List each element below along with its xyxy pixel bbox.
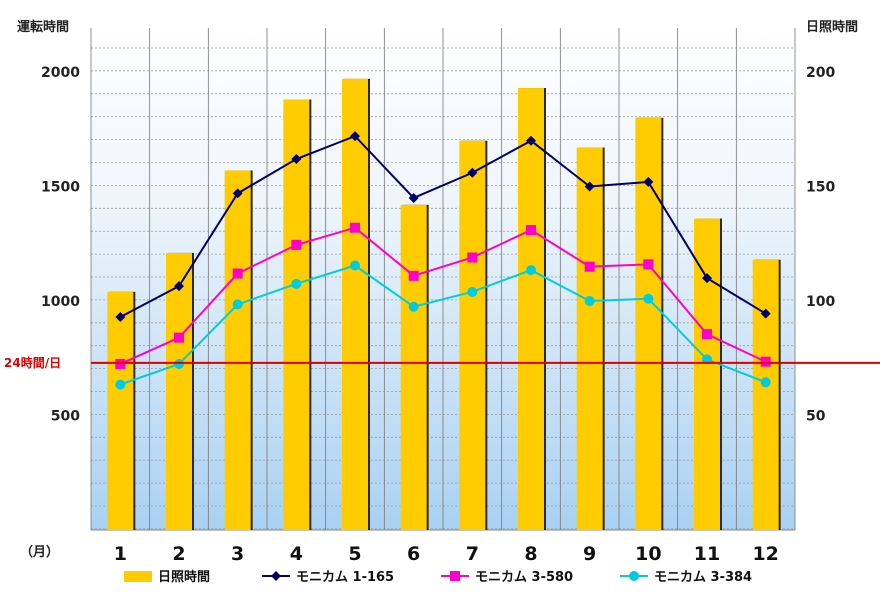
legend-label: モニカム 3-384 xyxy=(654,570,752,585)
marker-square-9 xyxy=(584,261,595,272)
legend-label: 日照時間 xyxy=(158,569,210,585)
y-right-tick: 100 xyxy=(806,294,835,310)
legend-swatch-bar xyxy=(124,571,152,582)
x-tick: 1 xyxy=(114,543,127,565)
bar-sunshine-2 xyxy=(166,252,192,530)
marker-circle-10 xyxy=(643,293,654,304)
bar-series-sunshine xyxy=(107,78,781,531)
marker-square-1 xyxy=(115,358,126,369)
marker-diamond-1 xyxy=(115,312,126,323)
marker-circle-1 xyxy=(115,379,126,390)
marker-square-2 xyxy=(174,332,184,343)
y-right-tick: 150 xyxy=(806,180,835,196)
legend: 日照時間 モニカム 1-165 モニカム 3-580 モニカム 3-384 xyxy=(124,569,752,585)
bar-sunshine-8 xyxy=(518,88,544,530)
y-right-axis-title: 日照時間 xyxy=(806,19,858,35)
marker-diamond-9 xyxy=(584,181,595,192)
marker-square-4 xyxy=(291,239,302,250)
x-tick: 8 xyxy=(524,543,537,565)
legend-marker xyxy=(271,571,281,581)
marker-square-10 xyxy=(643,259,654,270)
marker-diamond-2 xyxy=(174,281,184,292)
x-tick: 6 xyxy=(407,543,420,565)
marker-diamond-10 xyxy=(643,176,654,187)
reference-line-label: 24時間/日 xyxy=(4,355,61,370)
x-tick-labels: 1 2 3 4 5 6 7 8 9 10 11 12 xyxy=(114,543,779,565)
marker-square-6 xyxy=(408,270,419,281)
y-right-tick: 200 xyxy=(806,65,835,81)
marker-square-3 xyxy=(232,268,243,279)
bar-sunshine-3 xyxy=(224,170,251,530)
marker-circle-4 xyxy=(291,278,302,289)
y-left-tick: 1500 xyxy=(41,180,80,196)
line-circle-series xyxy=(120,264,767,386)
marker-diamond-3 xyxy=(232,188,243,199)
marker-square-7 xyxy=(467,252,478,263)
marker-circle-12 xyxy=(760,377,771,388)
marker-circle-2 xyxy=(174,358,184,369)
legend-marker xyxy=(450,571,460,581)
x-tick: 2 xyxy=(172,543,185,565)
x-tick: 11 xyxy=(694,543,720,565)
line-diamond-series xyxy=(119,134,767,318)
bar-sunshine-5 xyxy=(342,78,368,531)
bar-sunshine-11 xyxy=(694,218,720,530)
x-tick: 7 xyxy=(466,543,479,565)
marker-square-12 xyxy=(760,356,771,367)
marker-circle-8 xyxy=(526,265,536,276)
bar-sunshine-6 xyxy=(400,204,427,530)
marker-circle-5 xyxy=(350,260,360,271)
marker-diamond-7 xyxy=(467,167,478,178)
y-right-tick-labels: 50 100 150 200 xyxy=(806,65,835,425)
y-left-tick: 1000 xyxy=(41,294,80,310)
marker-diamond-5 xyxy=(350,131,360,142)
legend-label: モニカム 1-165 xyxy=(296,570,394,585)
bar-sunshine-9 xyxy=(576,147,603,530)
marker-circle-9 xyxy=(584,296,595,306)
x-tick: 10 xyxy=(635,543,661,565)
marker-circle-3 xyxy=(232,299,243,310)
bar-sunshine-7 xyxy=(459,140,486,530)
marker-diamond-4 xyxy=(291,154,302,165)
marker-circle-6 xyxy=(408,301,419,312)
x-tick: 12 xyxy=(752,543,778,565)
x-tick: 5 xyxy=(348,543,361,565)
y-left-axis-title: 運転時間 xyxy=(17,19,69,35)
y-left-tick: 500 xyxy=(51,409,80,425)
legend-label: モニカム 3-580 xyxy=(475,570,573,585)
marker-diamond-12 xyxy=(760,308,771,319)
legend-marker xyxy=(629,571,639,581)
bar-sunshine-4 xyxy=(283,99,310,530)
x-tick: 4 xyxy=(290,543,303,565)
marker-diamond-11 xyxy=(702,273,712,284)
bar-sunshine-12 xyxy=(752,259,779,530)
x-tick: 9 xyxy=(583,543,596,565)
marker-square-8 xyxy=(526,225,536,236)
reference-line-group: 24時間/日 xyxy=(4,355,880,370)
x-tick: 3 xyxy=(231,543,244,565)
bar-sunshine-1 xyxy=(107,291,134,530)
line-square-series xyxy=(119,226,767,365)
y-left-tick-labels: 500 1000 1500 2000 xyxy=(41,65,80,425)
vertical-gridlines xyxy=(90,28,796,530)
y-left-tick: 2000 xyxy=(41,65,80,81)
x-axis-unit: （月） xyxy=(20,544,59,560)
marker-diamond-6 xyxy=(408,192,419,203)
marker-diamond-8 xyxy=(526,135,536,146)
marker-square-5 xyxy=(350,222,360,233)
marker-circle-7 xyxy=(467,286,478,297)
y-right-tick: 50 xyxy=(806,409,826,425)
marker-square-11 xyxy=(702,329,712,340)
